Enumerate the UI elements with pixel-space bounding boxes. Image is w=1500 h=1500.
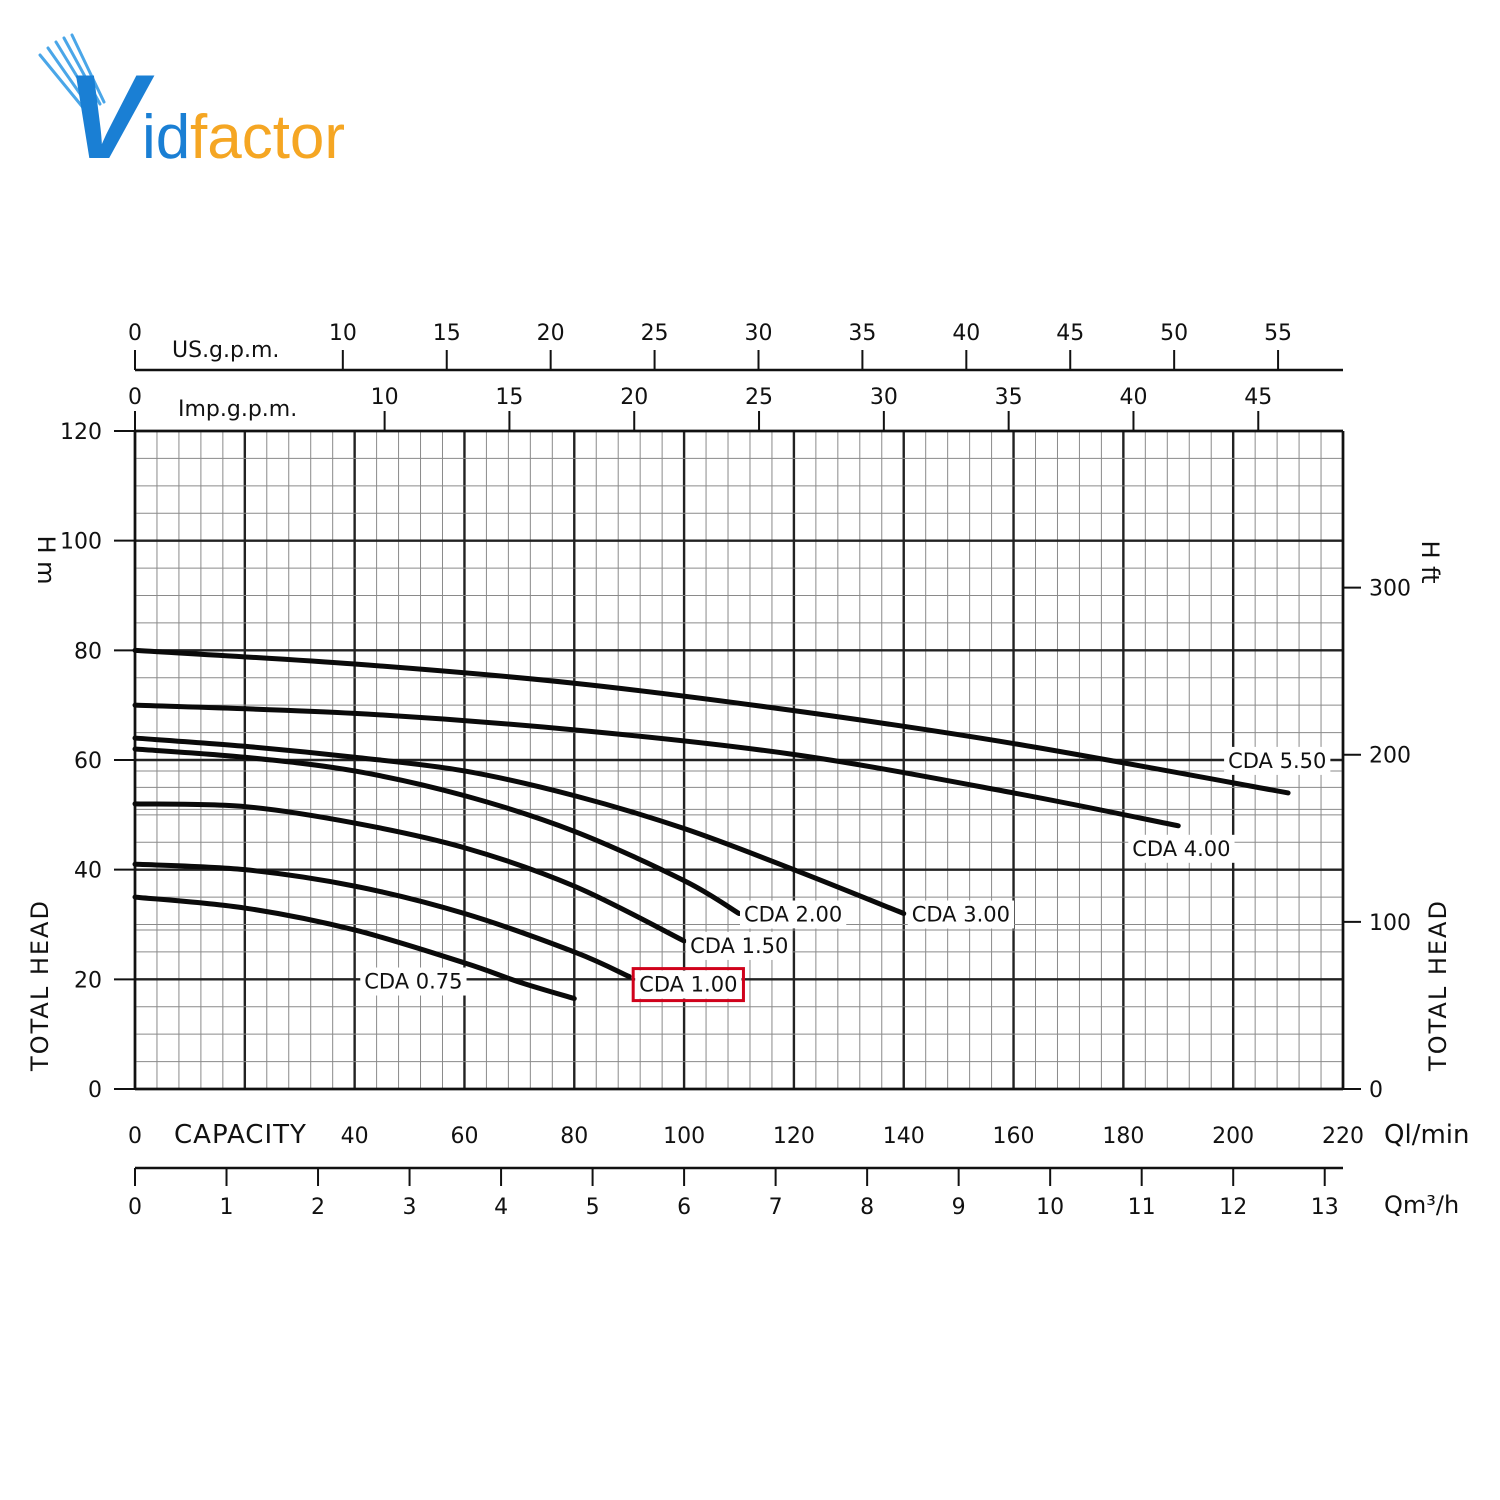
chart-series <box>132 647 1291 1002</box>
series-label: CDA 1.50 <box>690 934 788 958</box>
series-line-cda-1-50 <box>132 801 687 944</box>
us-gpm-tick-label: 25 <box>641 321 669 346</box>
x-tick-label: 40 <box>341 1124 369 1149</box>
logo-text-id: id <box>142 103 190 172</box>
imp-gpm-tick-label: 0 <box>128 385 142 410</box>
chart-axes <box>114 350 1361 1186</box>
series-line-cda-2-00 <box>132 746 742 917</box>
y-right-tick-label: 300 <box>1369 577 1411 602</box>
us-gpm-tick-label: 50 <box>1160 321 1188 346</box>
series-label: CDA 4.00 <box>1132 837 1230 861</box>
us-gpm-axis-unit: US.g.p.m. <box>172 338 279 363</box>
m3h-tick-label: 13 <box>1311 1195 1339 1220</box>
y-tick-label: 80 <box>74 639 102 664</box>
series-label-bg <box>907 900 1014 929</box>
y-tick-label: 40 <box>74 859 102 884</box>
us-gpm-tick-label: 35 <box>848 321 876 346</box>
y-left-title: TOTAL HEAD <box>26 899 54 1072</box>
m3h-tick-label: 4 <box>494 1195 508 1220</box>
series-label: CDA 2.00 <box>744 903 842 927</box>
m3h-tick-label: 11 <box>1128 1195 1156 1220</box>
x-tick-label: 180 <box>1102 1124 1144 1149</box>
x-tick-label: 120 <box>773 1124 815 1149</box>
m3h-tick-label: 3 <box>403 1195 417 1220</box>
series-label-bg <box>1224 746 1331 775</box>
imp-gpm-tick-label: 15 <box>495 385 523 410</box>
series-line-cda-5-50 <box>132 647 1291 796</box>
imp-gpm-tick-label: 40 <box>1119 385 1147 410</box>
chart-series-labels: CDA 0.75 CDA 1.00 CDA 1.50 CDA 2.00 CDA 3.00… <box>360 746 1331 1003</box>
y-right-tick-label: 0 <box>1369 1078 1383 1103</box>
m3h-tick-label: 0 <box>128 1195 142 1220</box>
imp-gpm-tick-label: 30 <box>870 385 898 410</box>
series-label: CDA 5.50 <box>1228 749 1326 773</box>
x-tick-label: 80 <box>560 1124 588 1149</box>
y-right-title: TOTAL HEAD <box>1424 899 1452 1072</box>
imp-gpm-tick-label: 10 <box>371 385 399 410</box>
m3h-tick-label: 8 <box>860 1195 874 1220</box>
series-label-bg <box>1128 834 1235 863</box>
y-right-unit: H ft <box>1416 540 1444 583</box>
y-tick-label: 60 <box>74 749 102 774</box>
lpm-axis-unit: Ql/min <box>1384 1120 1469 1150</box>
series-label-bg <box>360 967 467 996</box>
m3h-tick-label: 2 <box>311 1195 325 1220</box>
m3h-tick-label: 6 <box>677 1195 691 1220</box>
x-tick-label: 0 <box>128 1124 142 1149</box>
m3h-tick-label: 7 <box>769 1195 783 1220</box>
x-tick-label: 220 <box>1322 1124 1364 1149</box>
m3h-tick-label: 5 <box>586 1195 600 1220</box>
m3h-tick-label: 10 <box>1036 1195 1064 1220</box>
series-label: CDA 3.00 <box>912 903 1010 927</box>
series-line-cda-4-00 <box>132 702 1181 829</box>
x-tick-label: 60 <box>450 1124 478 1149</box>
logo-text-factor: factor <box>190 103 345 172</box>
series-line-cda-0-75 <box>132 894 577 1002</box>
x-tick-label: 100 <box>663 1124 705 1149</box>
imp-gpm-axis-unit: Imp.g.p.m. <box>178 397 297 422</box>
series-line-cda-3-00 <box>132 735 907 917</box>
imp-gpm-tick-label: 25 <box>745 385 773 410</box>
y-left-unit: H m <box>32 535 60 584</box>
y-tick-label: 120 <box>60 420 102 445</box>
imp-gpm-tick-label: 20 <box>620 385 648 410</box>
logo-feather-icon <box>38 33 106 112</box>
x-tick-label: 200 <box>1212 1124 1254 1149</box>
y-right-tick-label: 100 <box>1369 911 1411 936</box>
m3h-tick-label: 1 <box>220 1195 234 1220</box>
m3h-axis-unit: Qm³/h <box>1384 1191 1459 1219</box>
m3h-tick-label: 12 <box>1219 1195 1247 1220</box>
series-label: CDA 1.00 <box>639 973 737 997</box>
imp-gpm-tick-label: 35 <box>995 385 1023 410</box>
y-right-tick-label: 200 <box>1369 744 1411 769</box>
series-label-bg <box>635 970 742 999</box>
highlight-box <box>631 967 745 1003</box>
y-tick-label: 100 <box>60 530 102 555</box>
vidfactor-logo: V id factor <box>38 33 345 180</box>
series-label-bg <box>686 931 793 960</box>
series-line-cda-1-00 <box>132 861 632 980</box>
us-gpm-tick-label: 55 <box>1264 321 1292 346</box>
y-tick-label: 0 <box>88 1078 102 1103</box>
us-gpm-tick-label: 45 <box>1056 321 1084 346</box>
series-label: CDA 0.75 <box>364 970 462 994</box>
series-label-bg <box>740 900 847 929</box>
x-tick-label: 140 <box>883 1124 925 1149</box>
m3h-tick-label: 9 <box>952 1195 966 1220</box>
x-axis-title: CAPACITY <box>174 1120 307 1150</box>
logo-letter-v: V <box>66 50 155 180</box>
y-tick-label: 20 <box>74 968 102 993</box>
us-gpm-tick-label: 10 <box>329 321 357 346</box>
imp-gpm-tick-label: 45 <box>1244 385 1272 410</box>
us-gpm-tick-label: 30 <box>744 321 772 346</box>
us-gpm-tick-label: 40 <box>952 321 980 346</box>
us-gpm-tick-label: 0 <box>128 321 142 346</box>
x-tick-label: 160 <box>993 1124 1035 1149</box>
us-gpm-tick-label: 15 <box>433 321 461 346</box>
us-gpm-tick-label: 20 <box>537 321 565 346</box>
